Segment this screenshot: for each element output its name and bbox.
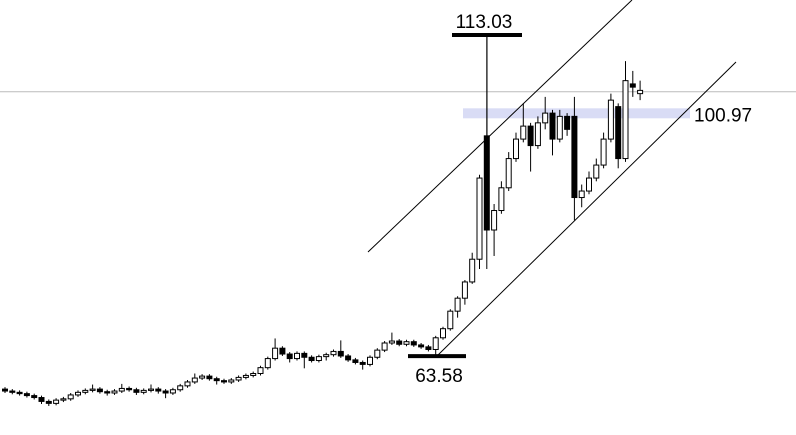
low-marker-label: 63.58 <box>415 366 463 387</box>
channel-upper <box>367 0 633 253</box>
candle-body <box>60 398 67 401</box>
candle-body <box>505 158 512 189</box>
candle-body <box>272 347 279 360</box>
candle-body <box>118 387 125 392</box>
candle-body <box>578 190 585 199</box>
candle-body <box>337 350 344 357</box>
candle-body <box>345 355 352 361</box>
candle-body <box>607 99 614 140</box>
candle-body <box>396 340 403 345</box>
candle-body <box>491 210 498 231</box>
candle-body <box>294 352 300 360</box>
candle-body <box>359 361 366 365</box>
candle-body <box>323 354 330 358</box>
candle-body <box>549 112 556 140</box>
zone-band <box>463 108 690 119</box>
candle-body <box>440 328 446 339</box>
candle-body <box>221 380 227 383</box>
candle-body <box>169 389 176 394</box>
candle-body <box>162 390 169 394</box>
candle-body <box>556 115 563 140</box>
candle-body <box>367 356 373 365</box>
candle-body <box>250 373 257 376</box>
candle-body <box>600 138 607 166</box>
candle-body <box>111 390 118 394</box>
candle-body <box>9 390 16 393</box>
zone-label: 100.97 <box>694 105 752 126</box>
candle-body <box>191 377 198 383</box>
candle-body <box>53 399 60 404</box>
candle-body <box>155 388 162 392</box>
candle-body <box>432 337 439 350</box>
candle-body <box>235 376 242 381</box>
candle-body <box>228 379 235 383</box>
candle-body <box>257 367 264 375</box>
candle-body <box>330 350 337 356</box>
high-marker-label: 113.03 <box>456 12 513 33</box>
candle-body <box>148 388 154 391</box>
candle-body <box>513 138 519 160</box>
candle-body <box>381 342 388 351</box>
candle-body <box>315 356 322 362</box>
candle-body <box>38 397 45 402</box>
candle-body <box>593 164 600 179</box>
candle-body <box>520 125 527 140</box>
candle-body <box>31 395 38 399</box>
candle-body <box>184 381 191 387</box>
candle-body <box>461 281 468 299</box>
candle-body <box>586 177 592 192</box>
candle-body <box>104 391 111 394</box>
candle-body <box>213 378 220 382</box>
candle-body <box>418 344 425 348</box>
candle-body <box>301 352 308 358</box>
candle-body <box>615 106 622 160</box>
candle-body <box>352 359 359 363</box>
candle-body <box>425 346 432 350</box>
candle-body <box>498 187 505 212</box>
candle-body <box>388 340 395 344</box>
candle-body <box>410 341 417 346</box>
candle-body <box>264 358 271 369</box>
candle-body <box>374 349 381 358</box>
candle-body <box>45 400 52 404</box>
candle-body <box>23 393 30 397</box>
candle-body <box>571 115 578 199</box>
candle-body <box>2 388 8 392</box>
candle-body <box>82 389 89 393</box>
candle-body <box>206 375 213 380</box>
candle-body <box>564 115 571 130</box>
candle-body <box>67 394 74 400</box>
candle-body <box>126 387 133 391</box>
candle-body <box>140 389 147 393</box>
candle-body <box>454 297 461 312</box>
candle-body <box>75 391 81 396</box>
candle-body <box>637 89 644 95</box>
candle-body <box>286 353 293 360</box>
candle-body <box>527 125 534 147</box>
candle-body <box>242 374 249 378</box>
candle-body <box>279 347 286 355</box>
candle-body <box>96 388 103 393</box>
candle-body <box>622 80 629 160</box>
candle-body <box>447 310 454 330</box>
candle-body <box>308 356 315 362</box>
candle-body <box>403 341 410 345</box>
candle-body <box>199 375 206 379</box>
candle-body <box>542 112 549 124</box>
candle-body <box>476 177 483 260</box>
channel-lower <box>437 61 737 356</box>
candle-body <box>469 258 476 283</box>
candle-body <box>177 385 184 391</box>
candle-body <box>629 83 636 88</box>
candle-body <box>133 389 140 393</box>
candle-body <box>534 122 541 147</box>
candle-body <box>16 391 23 395</box>
candle-body <box>89 388 96 391</box>
